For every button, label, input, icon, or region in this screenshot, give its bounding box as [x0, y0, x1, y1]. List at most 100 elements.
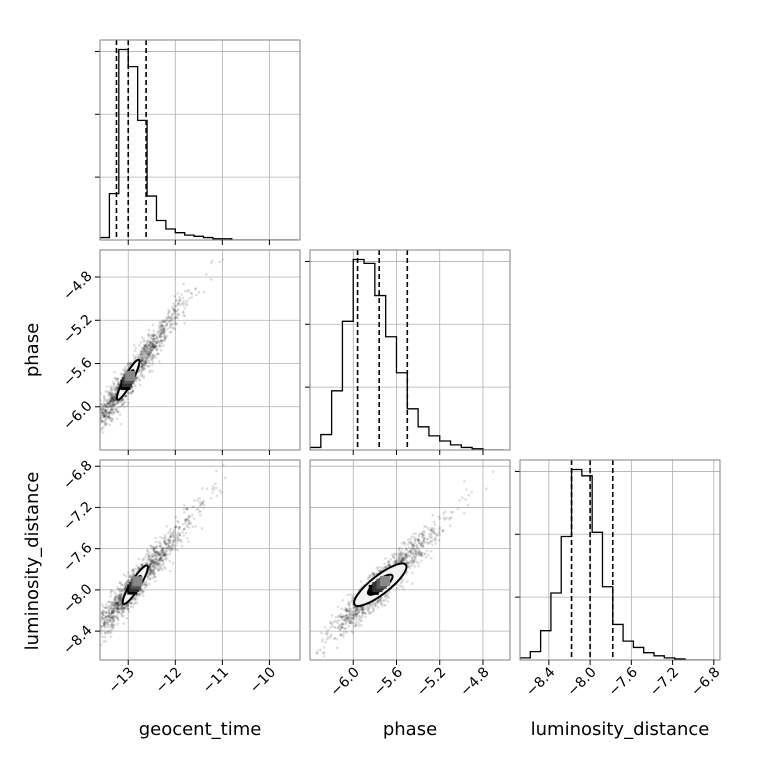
- scatter-point: [432, 531, 436, 535]
- scatter-point: [147, 328, 151, 332]
- scatter-point: [394, 561, 397, 564]
- scatter-point: [407, 554, 411, 558]
- scatter-point: [169, 548, 173, 552]
- scatter-point: [175, 533, 178, 537]
- scatter-point: [167, 539, 171, 542]
- scatter-point: [159, 324, 162, 328]
- scatter-point: [100, 603, 104, 606]
- scatter-point: [126, 603, 129, 607]
- scatter-point: [101, 405, 105, 408]
- scatter-point: [117, 604, 120, 608]
- scatter-point: [169, 527, 173, 531]
- scatter-point: [191, 525, 195, 528]
- scatter-point: [147, 353, 151, 357]
- scatter-point: [412, 536, 416, 539]
- scatter-point: [109, 405, 113, 408]
- scatter-point: [151, 561, 154, 565]
- scatter-point: [93, 420, 96, 423]
- scatter-point: [146, 340, 149, 344]
- scatter-point: [103, 606, 107, 609]
- scatter-point: [153, 340, 157, 343]
- scatter-point: [346, 616, 350, 620]
- scatter-point: [157, 558, 161, 561]
- scatter-point: [145, 357, 148, 361]
- scatter-point: [115, 606, 119, 610]
- xtick-label-luminosity_distance-0: −8.4: [523, 664, 558, 699]
- scatter-point: [143, 355, 147, 358]
- scatter-point: [150, 544, 153, 548]
- scatter-point: [106, 630, 109, 634]
- scatter-point: [156, 564, 160, 567]
- scatter-point: [366, 607, 369, 611]
- scatter-point: [385, 594, 389, 597]
- scatter-point: [361, 608, 364, 612]
- scatter-point: [112, 610, 115, 613]
- scatter-point: [414, 551, 418, 554]
- scatter-point: [142, 343, 146, 347]
- scatter-point: [354, 624, 357, 628]
- scatter-point: [143, 583, 147, 587]
- scatter-point: [147, 343, 151, 347]
- scatter-point: [118, 599, 121, 602]
- scatter-point: [421, 534, 425, 538]
- scatter-point: [125, 583, 128, 586]
- scatter-point: [412, 544, 415, 548]
- scatter-point: [118, 602, 122, 606]
- scatter-point: [104, 418, 108, 421]
- scatter-point: [156, 554, 160, 558]
- scatter-point: [113, 395, 116, 399]
- scatter-point: [102, 406, 106, 409]
- scatter-point: [187, 518, 190, 521]
- scatter-point: [173, 539, 176, 542]
- scatter-point: [142, 594, 145, 598]
- scatter-point: [410, 535, 413, 538]
- scatter-point: [94, 434, 97, 437]
- scatter-point: [116, 411, 119, 414]
- scatter-point: [425, 537, 429, 541]
- xlabel-luminosity-distance: luminosity_distance: [531, 719, 710, 740]
- scatter-point: [147, 352, 151, 355]
- scatter-point: [108, 399, 112, 403]
- scatter-point: [448, 516, 452, 520]
- scatter-point: [360, 608, 364, 611]
- scatter-point: [96, 622, 99, 625]
- scatter-point: [84, 453, 87, 456]
- scatter-point: [348, 593, 352, 596]
- scatter-point: [394, 561, 397, 564]
- scatter-point: [398, 546, 401, 550]
- scatter-point: [145, 359, 149, 363]
- scatter-point: [150, 560, 153, 563]
- scatter-point: [351, 596, 355, 599]
- scatter-point: [151, 341, 154, 345]
- scatter-point: [202, 503, 206, 507]
- scatter-point: [347, 610, 351, 613]
- scatter-point: [399, 553, 402, 557]
- scatter-point: [397, 558, 401, 562]
- scatter-point: [112, 406, 115, 409]
- scatter-point: [430, 556, 433, 560]
- scatter-point: [433, 527, 436, 531]
- scatter-point: [151, 545, 155, 549]
- scatter-point: [185, 525, 189, 528]
- scatter-point: [118, 595, 121, 599]
- scatter-point: [387, 559, 391, 563]
- scatter-point: [382, 603, 385, 607]
- scatter-point: [140, 372, 143, 376]
- scatter-point: [156, 330, 160, 333]
- scatter-point: [412, 552, 415, 556]
- scatter-point: [151, 558, 154, 562]
- scatter-point: [141, 336, 144, 339]
- scatter-point: [144, 349, 147, 352]
- scatter-point: [150, 552, 154, 556]
- pair-geocent_time-vs-luminosity_distance-density-block-3: [132, 576, 143, 587]
- scatter-point: [199, 503, 203, 507]
- scatter-point: [70, 459, 73, 462]
- scatter-point: [411, 582, 414, 585]
- scatter-point: [108, 620, 111, 623]
- scatter-point: [95, 421, 98, 424]
- scatter-point: [88, 431, 91, 434]
- scatter-point: [168, 553, 172, 556]
- scatter-point: [110, 610, 114, 614]
- scatter-point: [424, 555, 428, 559]
- scatter-point: [357, 617, 361, 621]
